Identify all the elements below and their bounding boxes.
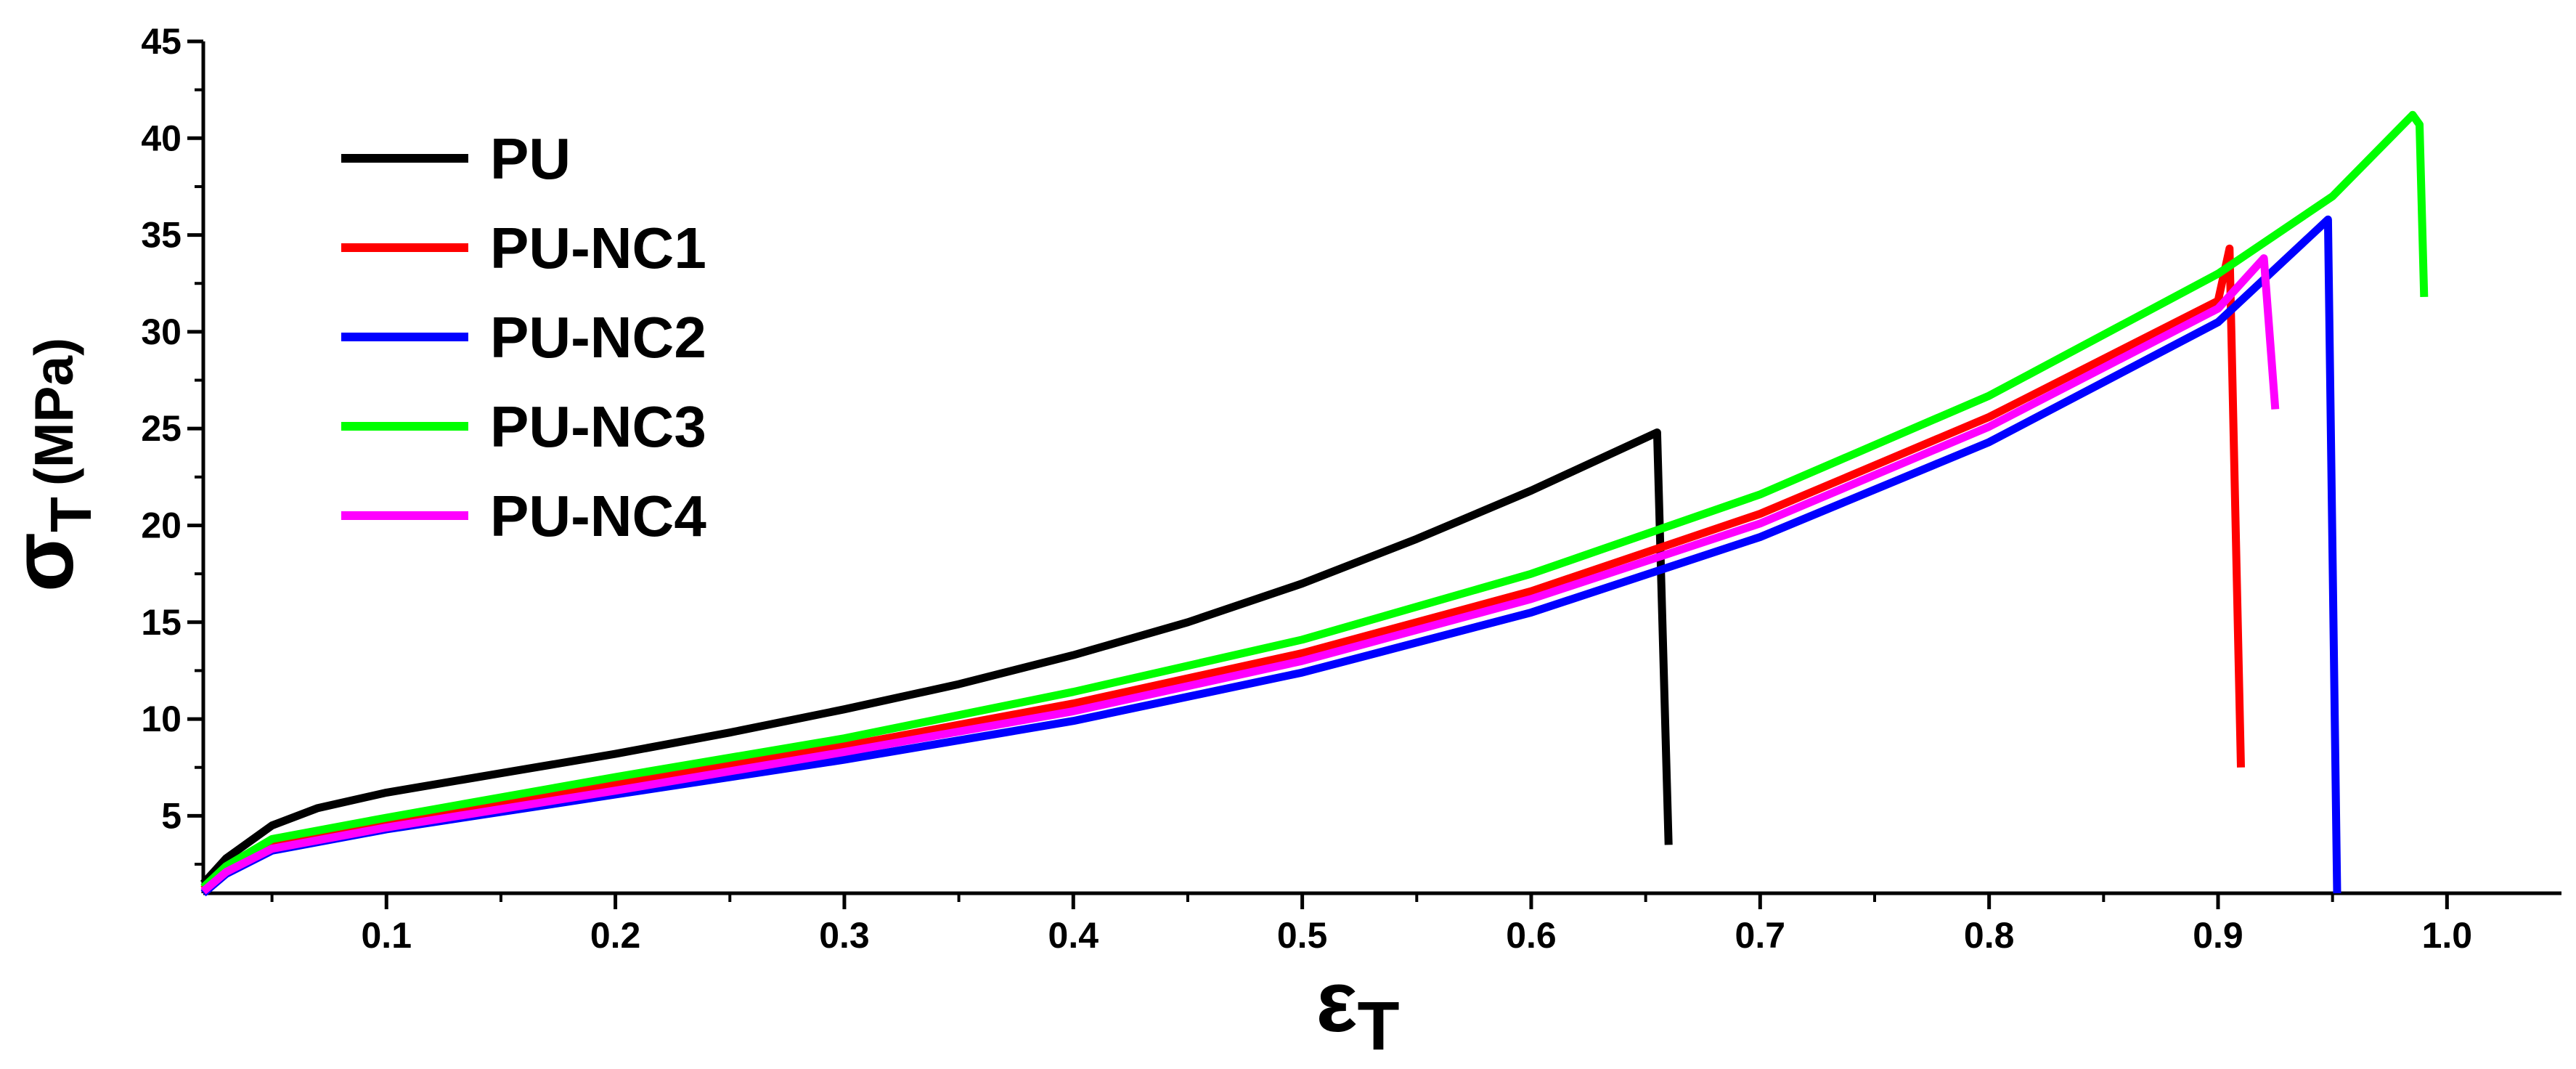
series-line-pu-nc4: [200, 254, 2280, 895]
legend-label: PU-NC3: [490, 394, 706, 459]
x-tick-label: 0.2: [590, 915, 641, 956]
y-tick-label: 45: [141, 21, 182, 62]
x-tick-label: 1.0: [2422, 915, 2473, 956]
legend-label: PU-NC2: [490, 305, 706, 370]
y-tick-label: 30: [141, 312, 182, 352]
x-tick-label: 0.1: [362, 915, 412, 956]
series-layer: [200, 110, 2429, 897]
x-tick-label: 0.8: [1964, 915, 2015, 956]
x-axis-title: εT: [1316, 953, 1400, 1065]
x-ticks: 0.1 0.2 0.3 0.4 0.5 0.6 0.7 0.8 0.9 1.0: [270, 893, 2473, 956]
y-tick-label: 5: [161, 795, 182, 836]
legend-label: PU-NC4: [490, 484, 706, 548]
series-line-pu: [200, 428, 1673, 887]
x-tick-label: 0.9: [2193, 915, 2243, 956]
y-ticks: 5 10 15 20 25 30 35 40 45: [141, 21, 203, 866]
legend-label: PU-NC1: [490, 216, 706, 280]
y-tick-label: 35: [141, 215, 182, 256]
y-tick-label: 15: [141, 602, 182, 643]
x-tick-label: 0.7: [1735, 915, 1786, 956]
series-line-pu-nc3: [200, 110, 2429, 891]
y-axis-title: σT(MPa): [0, 338, 103, 592]
y-tick-label: 10: [141, 699, 182, 739]
x-tick-label: 0.3: [819, 915, 870, 956]
x-tick-label: 0.6: [1506, 915, 1557, 956]
legend: PU PU-NC1 PU-NC2 PU-NC3 PU-NC4: [341, 126, 706, 548]
legend-label: PU: [490, 126, 571, 191]
y-tick-label: 40: [141, 118, 182, 158]
x-tick-label: 0.4: [1048, 915, 1099, 956]
plot-area: [201, 41, 2561, 895]
y-tick-label: 25: [141, 408, 182, 449]
y-tick-label: 20: [141, 505, 182, 545]
x-tick-label: 0.5: [1277, 915, 1328, 956]
